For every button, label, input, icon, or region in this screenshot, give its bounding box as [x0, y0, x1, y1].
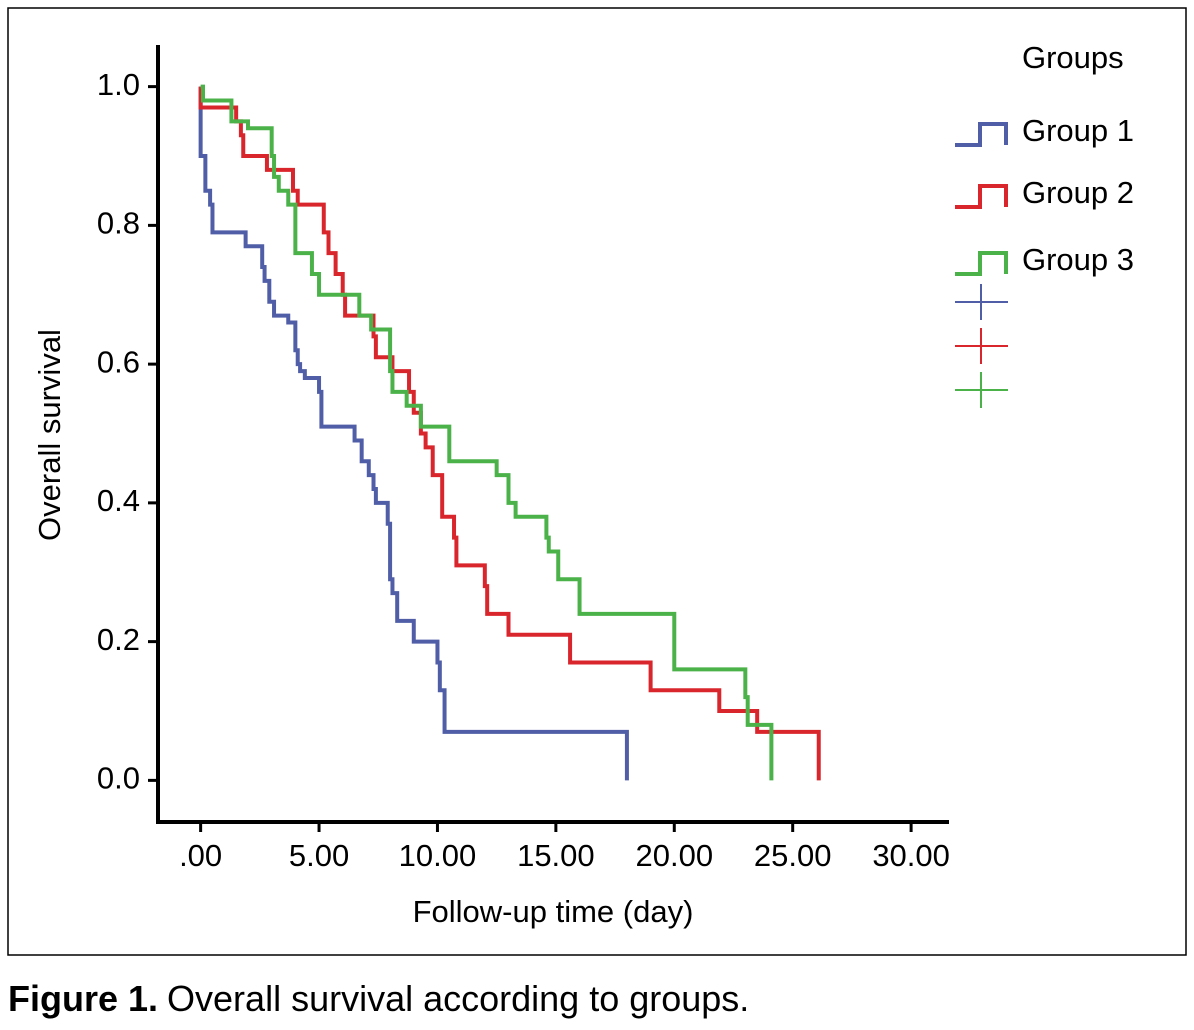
y-tick-label: 1.0 — [97, 67, 140, 102]
x-tick-label: 25.00 — [754, 838, 832, 873]
y-tick-label: 0.2 — [97, 622, 140, 657]
chart: Follow-up time (day) Overall survival Gr… — [7, 7, 1187, 956]
y-tick-label: 0.0 — [97, 761, 140, 796]
legend-swatch — [955, 251, 1008, 276]
legend-title: Groups — [1022, 40, 1124, 75]
y-tick-label: 0.6 — [97, 344, 140, 379]
frame — [7, 7, 1187, 956]
x-tick-label: .00 — [179, 838, 222, 873]
legend-label: Group 3 — [1022, 242, 1134, 277]
x-tick-label: 20.00 — [635, 838, 713, 873]
x-tick-label: 15.00 — [517, 838, 595, 873]
y-tick-label: 0.8 — [97, 206, 140, 241]
x-tick-label: 10.00 — [399, 838, 477, 873]
y-axis-title: Overall survival — [32, 329, 67, 541]
survival-line — [198, 86, 629, 781]
survival-line — [198, 86, 821, 781]
caption: Figure 1. Overall survival according to g… — [8, 978, 749, 1020]
legend-label: Group 1 — [1022, 113, 1134, 148]
x-axis-title: Follow-up time (day) — [413, 894, 694, 929]
survival-line — [200, 84, 774, 781]
legend-censor-mark — [955, 284, 1008, 320]
legend-swatch — [955, 122, 1008, 147]
legend-censor-mark — [955, 372, 1008, 408]
x-tick-label: 5.00 — [289, 838, 349, 873]
caption-label: Figure 1. — [8, 978, 159, 1019]
x-tick-label: 30.00 — [872, 838, 950, 873]
legend-swatch — [955, 184, 1008, 209]
caption-text: Overall survival according to groups. — [167, 978, 750, 1019]
y-tick-label: 0.4 — [97, 483, 140, 518]
legend-censor-mark — [955, 328, 1008, 364]
legend-label: Group 2 — [1022, 175, 1134, 210]
